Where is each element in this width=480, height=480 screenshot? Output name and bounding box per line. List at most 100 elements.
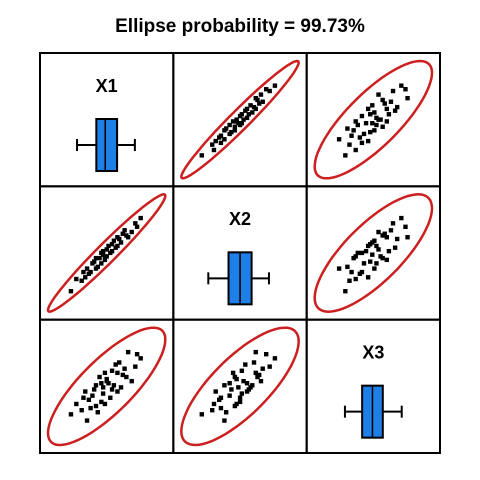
point bbox=[246, 112, 251, 117]
point bbox=[382, 101, 387, 106]
panel bbox=[305, 52, 441, 188]
point bbox=[93, 266, 99, 271]
point bbox=[390, 221, 396, 226]
variable-label: X2 bbox=[229, 209, 251, 229]
confidence-ellipse bbox=[313, 193, 434, 313]
point bbox=[399, 83, 404, 88]
point bbox=[232, 374, 238, 380]
point bbox=[343, 289, 348, 294]
point bbox=[199, 412, 204, 417]
point bbox=[253, 349, 258, 355]
point bbox=[118, 240, 124, 245]
point bbox=[234, 401, 239, 407]
point bbox=[99, 381, 104, 386]
point bbox=[134, 351, 140, 357]
point bbox=[347, 142, 352, 147]
point bbox=[374, 261, 379, 266]
point bbox=[120, 372, 125, 378]
point bbox=[138, 356, 143, 361]
point bbox=[97, 374, 102, 380]
point bbox=[368, 242, 373, 247]
point bbox=[255, 97, 260, 103]
point bbox=[241, 378, 246, 384]
chart-title: Ellipse probability = 99.73% bbox=[115, 16, 365, 37]
point bbox=[376, 247, 381, 252]
point bbox=[386, 112, 392, 117]
point bbox=[345, 126, 350, 131]
point bbox=[100, 248, 106, 254]
point bbox=[376, 92, 381, 97]
point bbox=[84, 266, 90, 271]
point bbox=[260, 366, 265, 371]
point bbox=[267, 364, 272, 369]
point bbox=[355, 250, 360, 256]
point bbox=[68, 289, 74, 294]
point bbox=[97, 255, 102, 261]
point bbox=[343, 153, 348, 158]
point bbox=[230, 370, 236, 376]
point bbox=[365, 138, 371, 144]
point bbox=[111, 383, 117, 388]
point bbox=[227, 131, 232, 137]
point bbox=[368, 129, 373, 135]
point bbox=[246, 387, 251, 392]
point bbox=[115, 235, 120, 240]
confidence-ellipse bbox=[46, 326, 167, 447]
point bbox=[138, 215, 143, 221]
confidence-ellipse bbox=[180, 59, 300, 180]
point bbox=[376, 117, 381, 122]
point bbox=[347, 278, 352, 283]
point bbox=[370, 103, 375, 108]
point bbox=[199, 153, 204, 158]
point bbox=[357, 135, 363, 140]
point bbox=[218, 140, 224, 146]
point bbox=[106, 243, 111, 249]
point bbox=[359, 250, 365, 256]
point bbox=[104, 247, 109, 252]
point bbox=[248, 103, 253, 108]
point bbox=[244, 381, 250, 386]
point bbox=[83, 275, 88, 280]
point bbox=[125, 349, 131, 355]
point bbox=[359, 140, 365, 146]
point bbox=[403, 87, 408, 92]
point bbox=[133, 221, 138, 226]
point bbox=[222, 137, 227, 142]
panel bbox=[39, 185, 175, 321]
point bbox=[353, 147, 358, 153]
point bbox=[129, 378, 134, 384]
point bbox=[81, 395, 86, 400]
point bbox=[336, 266, 342, 271]
point bbox=[74, 276, 79, 282]
point bbox=[392, 108, 398, 113]
point bbox=[222, 418, 227, 423]
point bbox=[83, 389, 88, 394]
point bbox=[272, 356, 278, 361]
point bbox=[232, 124, 238, 129]
point bbox=[372, 110, 377, 115]
point bbox=[122, 228, 127, 233]
point bbox=[79, 407, 84, 413]
point bbox=[368, 112, 373, 117]
point bbox=[380, 97, 385, 103]
point bbox=[355, 122, 360, 128]
point bbox=[90, 393, 95, 398]
point bbox=[81, 269, 86, 275]
point bbox=[218, 133, 224, 138]
point bbox=[359, 113, 365, 119]
point bbox=[258, 92, 264, 97]
point bbox=[124, 233, 129, 238]
point bbox=[384, 119, 390, 124]
point bbox=[405, 95, 410, 101]
point bbox=[384, 235, 390, 240]
point bbox=[399, 215, 404, 221]
point bbox=[260, 99, 265, 104]
point bbox=[363, 248, 369, 254]
point bbox=[388, 99, 394, 104]
point bbox=[100, 391, 106, 396]
point bbox=[365, 275, 371, 280]
point bbox=[239, 391, 245, 396]
point bbox=[111, 238, 117, 243]
point bbox=[223, 410, 229, 415]
